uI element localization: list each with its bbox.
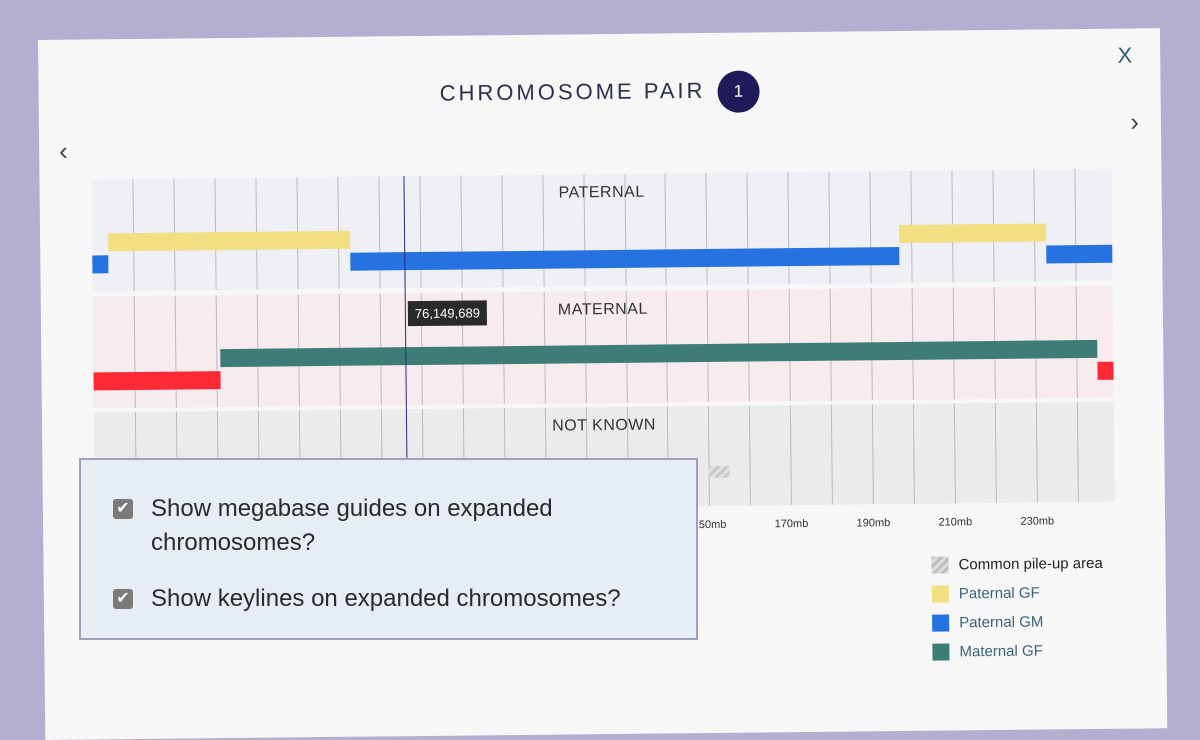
legend-label: Maternal GF — [959, 642, 1043, 661]
close-button[interactable]: X — [1117, 42, 1133, 68]
legend-swatch — [932, 643, 950, 661]
position-tooltip: 76,149,689 — [407, 300, 488, 327]
legend-item: Maternal GF — [932, 636, 1104, 667]
legend-swatch — [932, 614, 950, 632]
option-megabase-guides[interactable]: ✔ Show megabase guides on expanded chrom… — [113, 492, 631, 560]
chevron-right-icon[interactable]: › — [1130, 106, 1140, 137]
segment-bar[interactable] — [708, 465, 730, 478]
axis-tick-label: 230mb — [1020, 515, 1055, 528]
track-paternal[interactable]: PATERNAL — [91, 168, 1113, 292]
segment-bar[interactable] — [1046, 244, 1113, 264]
chromosome-tracks[interactable]: PATERNAL MATERNAL NOT KNOWN 76,149,689 — [38, 28, 1160, 513]
modal-title: CHROMOSOME PAIR 1 — [38, 66, 1160, 120]
axis-tick-label: 170mb — [774, 517, 809, 531]
title-text: CHROMOSOME PAIR — [439, 77, 706, 106]
checkbox-checked-icon[interactable]: ✔ — [113, 589, 133, 609]
option-keylines[interactable]: ✔ Show keylines on expanded chromosomes? — [113, 582, 621, 616]
option-label: Show megabase guides on expanded chromos… — [151, 495, 553, 556]
axis-ticks: 150mb 170mb 190mb 210mb 230mb — [38, 28, 1160, 531]
chromosome-number-badge: 1 — [717, 70, 760, 113]
track-label: PATERNAL — [558, 183, 645, 202]
legend-label: Paternal GM — [959, 613, 1044, 632]
segment-bar[interactable] — [898, 223, 1047, 243]
option-label: Show keylines on expanded chromosomes? — [151, 585, 621, 612]
segment-bar[interactable] — [350, 246, 900, 271]
legend-label: Common pile-up area — [958, 554, 1103, 574]
segment-bar[interactable] — [220, 339, 1097, 368]
legend-label: Paternal GF — [958, 584, 1040, 603]
legend: Common pile-up area Paternal GF Paternal G… — [931, 549, 1103, 667]
legend-item: Paternal GM — [932, 607, 1104, 638]
legend-swatch — [931, 556, 949, 574]
legend-swatch — [931, 585, 949, 603]
segment-bar[interactable] — [93, 371, 221, 391]
track-label: NOT KNOWN — [552, 416, 657, 435]
axis-tick-label: 210mb — [938, 516, 973, 529]
axis-tick-label: 190mb — [856, 517, 891, 530]
legend-item: Paternal GF — [931, 578, 1104, 609]
track-maternal[interactable]: MATERNAL — [92, 285, 1114, 409]
checkbox-checked-icon[interactable]: ✔ — [113, 499, 133, 519]
options-panel: ✔ Show megabase guides on expanded chrom… — [79, 458, 698, 640]
segment-bar[interactable] — [108, 230, 351, 252]
track-label: MATERNAL — [557, 300, 648, 319]
segment-bar[interactable] — [92, 255, 109, 274]
segment-bar[interactable] — [1097, 361, 1114, 380]
legend-item: Common pile-up area — [931, 549, 1103, 580]
chevron-left-icon[interactable]: ‹ — [59, 135, 68, 166]
